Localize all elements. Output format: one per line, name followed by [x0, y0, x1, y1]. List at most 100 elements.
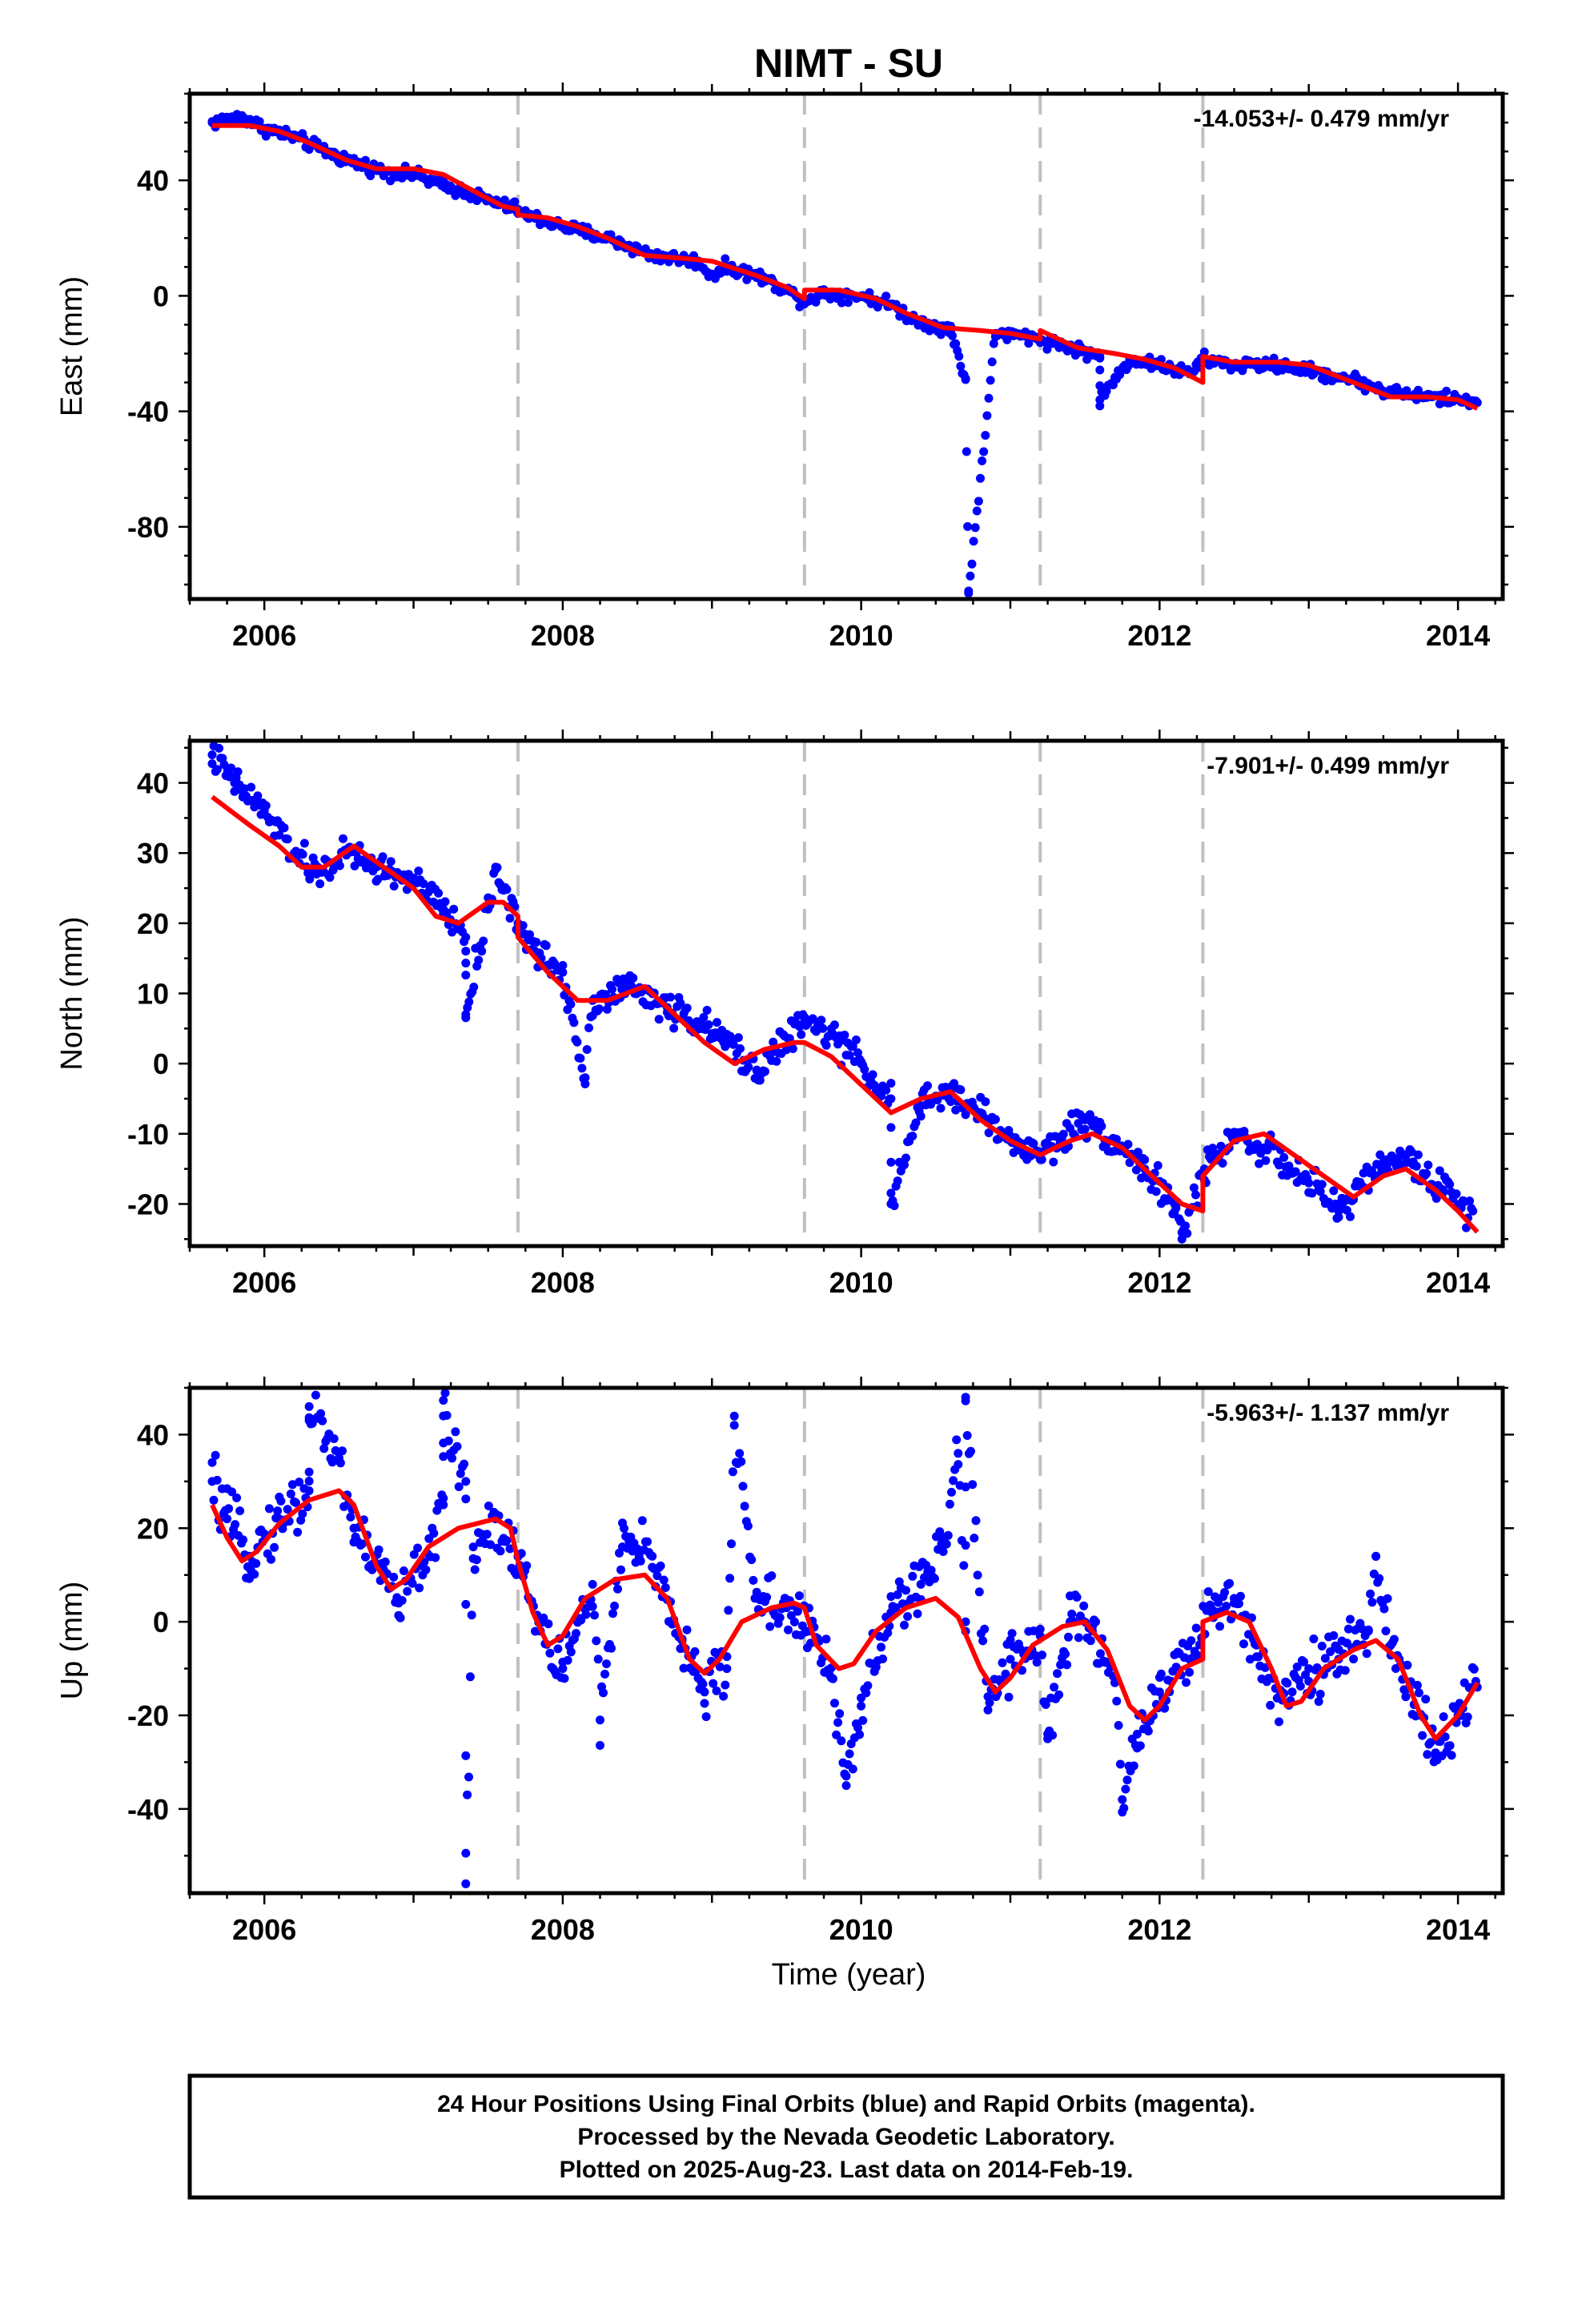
north-data-point — [830, 1020, 839, 1030]
up-data-point — [1304, 1664, 1314, 1674]
up-data-point — [719, 1691, 729, 1701]
east-x-tick-label: 2010 — [829, 619, 893, 652]
up-model-fit-line — [210, 1488, 1480, 1742]
x-axis-label: Time (year) — [772, 1958, 926, 1992]
up-data-point — [1185, 1667, 1195, 1677]
east-velocity-label: -14.053+/- 0.479 mm/yr — [1194, 106, 1450, 132]
up-data-point — [848, 1764, 857, 1774]
up-data-point — [620, 1524, 628, 1533]
up-data-point — [461, 1494, 471, 1504]
north-data-point — [654, 1015, 664, 1024]
up-y-tick-label: -20 — [127, 1699, 169, 1732]
east-data-point — [721, 254, 730, 263]
east-x-tick-label: 2014 — [1426, 619, 1490, 652]
north-data-point — [1259, 1143, 1269, 1152]
north-data-point — [808, 1014, 817, 1023]
up-data-point — [486, 1540, 496, 1550]
up-data-point — [961, 1393, 970, 1402]
north-data-point — [1009, 1148, 1018, 1157]
up-data-point — [596, 1741, 604, 1750]
east-data-point — [987, 357, 997, 367]
up-data-point — [1414, 1688, 1423, 1698]
up-data-point — [1072, 1593, 1082, 1602]
up-data-point — [439, 1396, 448, 1405]
up-data-point — [974, 1587, 984, 1597]
north-data-point — [1218, 1159, 1227, 1168]
up-data-point — [304, 1477, 314, 1486]
up-data-point — [311, 1390, 320, 1400]
up-data-point — [389, 1572, 399, 1582]
up-data-point — [251, 1558, 261, 1568]
up-data-point — [287, 1480, 297, 1490]
up-data-point — [632, 1544, 642, 1554]
up-data-point — [643, 1537, 652, 1546]
up-data-point — [698, 1679, 708, 1689]
up-data-point — [943, 1530, 953, 1540]
north-data-point — [449, 904, 459, 914]
north-data-point — [594, 1004, 604, 1014]
north-data-point — [666, 992, 675, 1002]
north-data-point — [1407, 1147, 1416, 1156]
up-data-point — [1421, 1695, 1431, 1704]
north-data-point — [283, 834, 292, 844]
up-data-point — [1062, 1660, 1072, 1670]
up-data-point — [413, 1543, 423, 1553]
east-y-tick-label: 0 — [153, 279, 169, 312]
up-data-point — [740, 1502, 749, 1511]
north-data-point — [1334, 1212, 1343, 1222]
up-data-point — [841, 1771, 851, 1781]
east-data-point — [1095, 352, 1105, 361]
north-data-point — [532, 938, 541, 947]
up-data-point — [448, 1454, 457, 1463]
up-data-point — [1312, 1663, 1322, 1672]
up-data-point — [743, 1522, 753, 1530]
up-data-point — [505, 1544, 515, 1554]
up-data-point — [1403, 1660, 1412, 1670]
north-data-point — [479, 936, 488, 946]
up-velocity-label: -5.963+/- 1.137 mm/yr — [1207, 1400, 1449, 1426]
north-x-tick-label: 2014 — [1426, 1266, 1490, 1299]
up-data-point — [209, 1495, 219, 1505]
up-data-point — [409, 1550, 419, 1559]
north-data-point — [461, 971, 471, 980]
north-data-point — [1279, 1152, 1289, 1162]
up-data-point — [270, 1542, 279, 1552]
north-data-point — [886, 1199, 896, 1208]
up-data-point — [1314, 1697, 1323, 1707]
east-data-point — [976, 473, 985, 483]
up-data-point — [1001, 1669, 1010, 1679]
up-data-point — [338, 1446, 347, 1456]
up-data-point — [451, 1427, 460, 1437]
north-data-point — [669, 1023, 679, 1033]
north-data-point — [1131, 1165, 1141, 1175]
up-data-point — [1317, 1642, 1327, 1651]
north-data-point — [525, 930, 534, 939]
north-data-point — [1080, 1115, 1090, 1124]
up-data-point — [1182, 1678, 1191, 1687]
north-data-point — [797, 1030, 806, 1039]
up-data-point — [553, 1644, 563, 1654]
up-data-point — [616, 1565, 625, 1574]
north-data-point — [389, 882, 399, 891]
north-data-point — [788, 1044, 797, 1053]
up-data-point — [793, 1606, 802, 1616]
up-data-point — [752, 1594, 761, 1603]
up-x-tick-label: 2014 — [1426, 1913, 1490, 1946]
up-data-point — [1439, 1712, 1448, 1722]
north-data-point — [713, 1018, 721, 1027]
north-data-point — [821, 1040, 831, 1050]
north-data-point — [857, 1059, 866, 1068]
up-data-point — [725, 1574, 735, 1583]
east-data-point — [981, 431, 990, 440]
north-data-point — [851, 1035, 861, 1044]
up-data-point — [715, 1662, 725, 1671]
east-data-point — [366, 171, 375, 180]
north-data-point — [868, 1070, 877, 1080]
up-data-point — [724, 1606, 733, 1615]
east-data-point — [989, 339, 998, 348]
north-data-point — [1097, 1121, 1106, 1131]
up-data-point — [1266, 1700, 1275, 1710]
north-data-point — [207, 759, 217, 769]
north-data-point — [233, 767, 243, 777]
east-data-point — [1002, 335, 1012, 344]
